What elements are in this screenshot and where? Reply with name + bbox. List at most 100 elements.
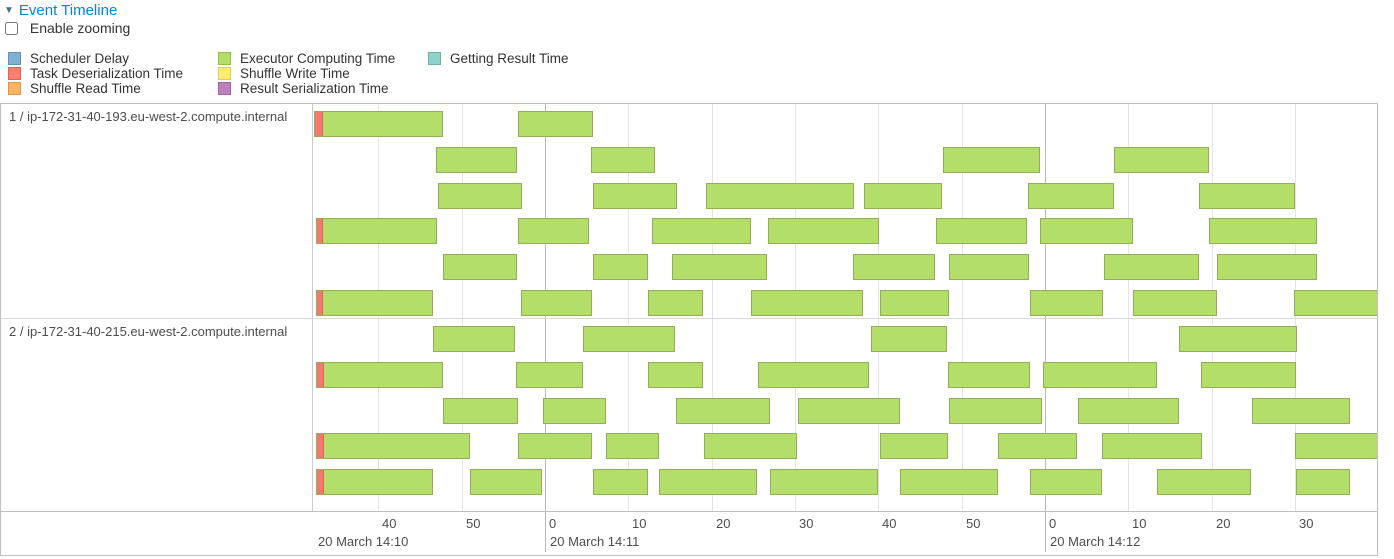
legend-item: Shuffle Read Time (8, 81, 183, 96)
task-bar[interactable] (870, 326, 948, 352)
task-bar[interactable] (647, 290, 703, 316)
task-bar[interactable] (443, 254, 517, 280)
task-bar[interactable] (518, 218, 590, 244)
task-deserialization-segment (316, 291, 324, 315)
task-bar[interactable] (583, 326, 675, 352)
task-bar[interactable] (949, 254, 1030, 280)
axis-tick-label: 20 (1216, 516, 1231, 531)
task-bar[interactable] (880, 290, 950, 316)
legend-swatch-icon (8, 52, 21, 65)
task-bar[interactable] (1028, 183, 1115, 209)
axis-tick-label: 10 (1132, 516, 1147, 531)
group-separator (1, 318, 1377, 319)
task-bar[interactable] (315, 469, 434, 495)
task-bar[interactable] (1294, 290, 1377, 316)
task-bar[interactable] (1216, 254, 1317, 280)
enable-zooming-checkbox[interactable] (5, 22, 18, 35)
task-bar[interactable] (1030, 290, 1104, 316)
task-bar[interactable] (1199, 183, 1295, 209)
page-title: Event Timeline (18, 2, 118, 19)
task-bar[interactable] (1104, 254, 1200, 280)
task-bar[interactable] (1295, 433, 1377, 459)
task-bar[interactable] (651, 218, 751, 244)
task-bar[interactable] (949, 398, 1042, 424)
task-bar[interactable] (433, 326, 515, 352)
task-bar[interactable] (520, 290, 593, 316)
legend-item: Executor Computing Time (218, 51, 395, 66)
task-chart-area (313, 104, 1377, 511)
time-axis: 40 50 0 10 20 30 40 50 0 10 20 30 20 March 14:10 20 M… (1, 512, 1377, 555)
task-bar[interactable] (1077, 398, 1180, 424)
axis-tick-label: 10 (632, 516, 647, 531)
enable-zooming-label: Enable zooming (29, 20, 131, 36)
task-bar[interactable] (1114, 147, 1210, 173)
task-bar[interactable] (314, 111, 444, 137)
task-bar[interactable] (943, 147, 1040, 173)
task-bar[interactable] (647, 362, 704, 388)
task-bar[interactable] (880, 433, 949, 459)
task-bar[interactable] (518, 433, 593, 459)
task-bar[interactable] (671, 254, 767, 280)
legend-column: Getting Result Time (428, 51, 569, 66)
task-bar[interactable] (705, 183, 855, 209)
task-bar[interactable] (593, 183, 677, 209)
task-bar[interactable] (1200, 362, 1296, 388)
task-bar[interactable] (659, 469, 758, 495)
task-bar[interactable] (470, 469, 542, 495)
task-bar[interactable] (1101, 433, 1202, 459)
task-bar[interactable] (542, 398, 606, 424)
legend-label: Shuffle Write Time (240, 66, 350, 82)
legend-swatch-icon (8, 82, 21, 96)
legend-swatch-icon (218, 52, 231, 65)
task-bar[interactable] (438, 183, 523, 209)
task-bar[interactable] (1042, 362, 1157, 388)
task-bar[interactable] (770, 469, 879, 495)
legend-swatch-icon (218, 82, 231, 96)
task-bar[interactable] (798, 398, 900, 424)
task-bar[interactable] (853, 254, 935, 280)
task-bar[interactable] (315, 218, 438, 244)
task-bar[interactable] (515, 362, 584, 388)
task-bar[interactable] (1156, 469, 1251, 495)
axis-tick-label: 40 (882, 516, 897, 531)
task-bar[interactable] (864, 183, 943, 209)
legend-swatch-icon (428, 52, 441, 65)
task-deserialization-segment (316, 363, 325, 387)
task-bar[interactable] (1209, 218, 1317, 244)
task-bar[interactable] (935, 218, 1028, 244)
legend-label: Executor Computing Time (240, 51, 396, 66)
task-bar[interactable] (517, 111, 594, 137)
event-timeline-toggle[interactable]: ▼ Event Timeline (4, 2, 117, 19)
task-bar[interactable] (435, 147, 517, 173)
legend-label: Getting Result Time (450, 51, 569, 66)
task-bar[interactable] (900, 469, 999, 495)
task-bar[interactable] (315, 290, 434, 316)
task-bar[interactable] (997, 433, 1077, 459)
task-bar[interactable] (315, 362, 444, 388)
task-bar[interactable] (443, 398, 519, 424)
axis-date-label: 20 March 14:12 (1050, 534, 1141, 549)
task-bar[interactable] (947, 362, 1030, 388)
gridline-minor (712, 104, 713, 511)
task-bar[interactable] (675, 398, 770, 424)
gridline-minor (962, 104, 963, 511)
axis-tick-label: 0 (549, 516, 557, 531)
legend-column: Executor Computing Time Shuffle Write Tim… (218, 51, 395, 97)
task-bar[interactable] (704, 433, 798, 459)
task-deserialization-segment (316, 219, 324, 243)
task-bar[interactable] (592, 254, 648, 280)
task-bar[interactable] (1251, 398, 1350, 424)
task-bar[interactable] (757, 362, 870, 388)
task-bar[interactable] (750, 290, 864, 316)
task-bar[interactable] (605, 433, 660, 459)
task-bar[interactable] (1179, 326, 1298, 352)
task-bar[interactable] (590, 147, 655, 173)
task-deserialization-segment (316, 434, 325, 458)
task-bar[interactable] (592, 469, 648, 495)
task-bar[interactable] (315, 433, 470, 459)
task-bar[interactable] (1040, 218, 1133, 244)
task-bar[interactable] (1030, 469, 1102, 495)
task-bar[interactable] (767, 218, 880, 244)
task-bar[interactable] (1295, 469, 1350, 495)
task-bar[interactable] (1132, 290, 1217, 316)
